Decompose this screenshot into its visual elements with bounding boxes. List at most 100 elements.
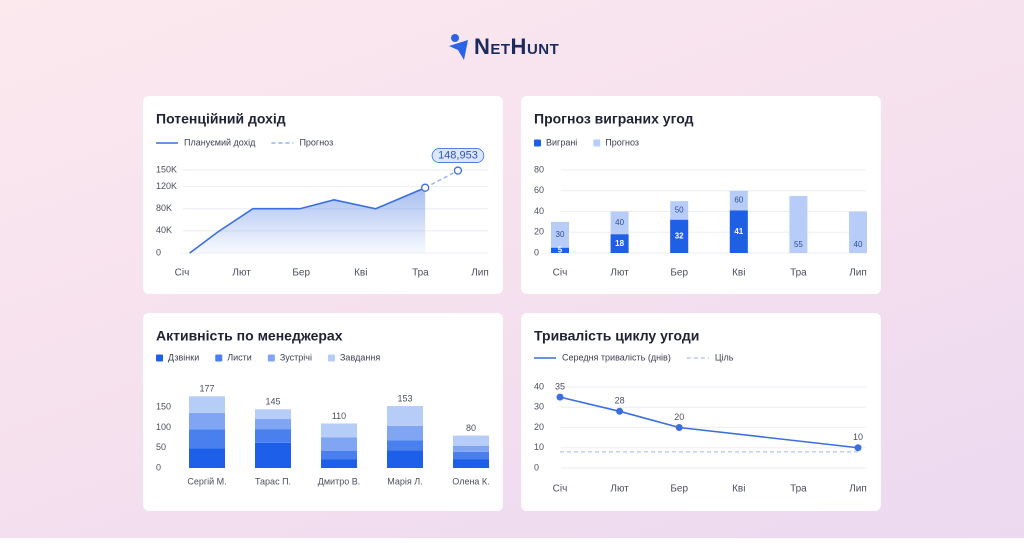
- x-tick-label: Лип: [849, 484, 867, 495]
- point: [854, 444, 862, 452]
- bar-segment: [189, 412, 225, 430]
- bar-segment: [387, 406, 423, 426]
- card-background: [521, 313, 881, 511]
- point: [675, 424, 683, 431]
- point: [616, 407, 624, 415]
- point: [556, 393, 564, 401]
- data-label: 18: [615, 239, 624, 248]
- x-tick-label: Тра: [412, 268, 429, 279]
- bar-segment: [255, 418, 291, 430]
- card: Тривалість циклу угоди Середня тривалість…: [521, 313, 881, 511]
- legend-marker: [328, 354, 335, 362]
- bar: [670, 219, 689, 253]
- x-tick-label: Лют: [232, 268, 251, 279]
- y-tick-label: 0: [534, 462, 539, 472]
- legend-label: Прогноз: [605, 137, 639, 147]
- data-label: 40: [854, 240, 863, 249]
- logo[interactable]: NetHunt: [449, 34, 559, 60]
- card: Прогноз виграних угод Виграні Прогноз 0 20 40…: [521, 96, 881, 294]
- total-label: 110: [332, 411, 346, 421]
- y-tick-label: 80: [534, 164, 544, 174]
- bar-segment: [387, 425, 423, 441]
- y-tick-label: 150K: [156, 164, 177, 174]
- y-tick-label: 0: [156, 462, 161, 472]
- x-tick-label: Тра: [790, 268, 807, 279]
- bar-segment: [321, 450, 357, 460]
- bar-segment: [189, 429, 225, 449]
- y-tick-label: 80K: [156, 203, 172, 213]
- x-tick-label: Кві: [354, 268, 367, 279]
- x-tick-label: Тарас П.: [255, 476, 291, 486]
- card-title: Потенційний дохід: [156, 111, 286, 127]
- y-tick-label: 50: [156, 442, 166, 452]
- bar: [551, 247, 569, 253]
- bar-segment: [321, 423, 357, 438]
- bar-segment: [321, 459, 357, 468]
- card-title: Тривалість циклу угоди: [534, 328, 699, 344]
- x-tick-label: Бер: [670, 484, 688, 495]
- legend-label: Виграні: [546, 137, 577, 147]
- data-label: 60: [734, 196, 743, 205]
- y-tick-label: 20: [534, 422, 544, 432]
- line: [424, 169, 459, 189]
- bar-segment: [255, 429, 291, 443]
- bar-segment: [453, 435, 489, 446]
- bar: [789, 195, 808, 253]
- bar-segment: [189, 396, 225, 413]
- bar: [551, 221, 569, 253]
- y-tick-label: 0: [156, 247, 161, 257]
- x-tick-label: Бер: [292, 268, 310, 279]
- bar: [849, 211, 867, 253]
- data-label: 30: [556, 230, 565, 239]
- legend-label: Дзвінки: [168, 352, 199, 362]
- x-tick-label: Лип: [471, 268, 489, 279]
- legend-label: Середня тривалість (днів): [562, 352, 671, 362]
- y-tick-label: 20: [534, 227, 544, 237]
- y-tick-label: 120K: [156, 181, 177, 191]
- legend-marker: [156, 354, 163, 362]
- data-label: 41: [734, 227, 743, 236]
- x-tick-label: Сергій М.: [187, 476, 226, 486]
- y-tick-label: 40: [534, 206, 544, 216]
- legend-marker: [534, 139, 541, 147]
- x-tick-label: Січ: [553, 484, 568, 495]
- x-tick-label: Тра: [790, 484, 807, 495]
- card: Активність по менеджерах Дзвінки Листи Зуст…: [143, 313, 503, 511]
- legend-marker: [593, 139, 601, 147]
- line: [189, 186, 426, 254]
- x-tick-label: Лют: [610, 268, 629, 279]
- legend-label: Плануємий дохід: [184, 137, 256, 147]
- bar-segment: [453, 459, 489, 468]
- x-tick-label: Дмитро В.: [318, 476, 360, 486]
- total-label: 80: [466, 423, 476, 433]
- card-title: Прогноз виграних угод: [534, 111, 694, 127]
- annotation-pill: [431, 148, 485, 163]
- data-label: 35: [555, 382, 565, 392]
- x-tick-label: Олена К.: [452, 476, 489, 486]
- y-tick-label: 40K: [156, 225, 172, 235]
- y-tick-label: 10: [534, 442, 544, 452]
- data-label: 20: [674, 412, 684, 422]
- x-tick-label: Січ: [175, 268, 190, 279]
- total-label: 145: [265, 397, 280, 407]
- x-tick-label: Січ: [553, 268, 568, 279]
- legend-marker: [267, 354, 275, 362]
- bar-segment: [387, 450, 423, 468]
- x-tick-label: Лют: [610, 484, 629, 495]
- point: [453, 166, 463, 175]
- point: [421, 183, 430, 192]
- bar: [729, 210, 748, 253]
- logo-icon-head: [451, 34, 459, 42]
- x-tick-label: Бер: [670, 268, 688, 279]
- x-tick-label: Лип: [849, 268, 867, 279]
- y-tick-label: 0: [534, 247, 539, 257]
- y-tick-label: 60: [534, 185, 544, 195]
- data-label: 32: [675, 232, 684, 241]
- x-tick-label: Кві: [732, 484, 745, 495]
- data-label: 5: [558, 246, 563, 255]
- data-label: 50: [675, 206, 684, 215]
- bar-segment: [255, 442, 291, 468]
- logo-icon-body: [449, 40, 468, 60]
- legend-label: Листи: [227, 352, 252, 362]
